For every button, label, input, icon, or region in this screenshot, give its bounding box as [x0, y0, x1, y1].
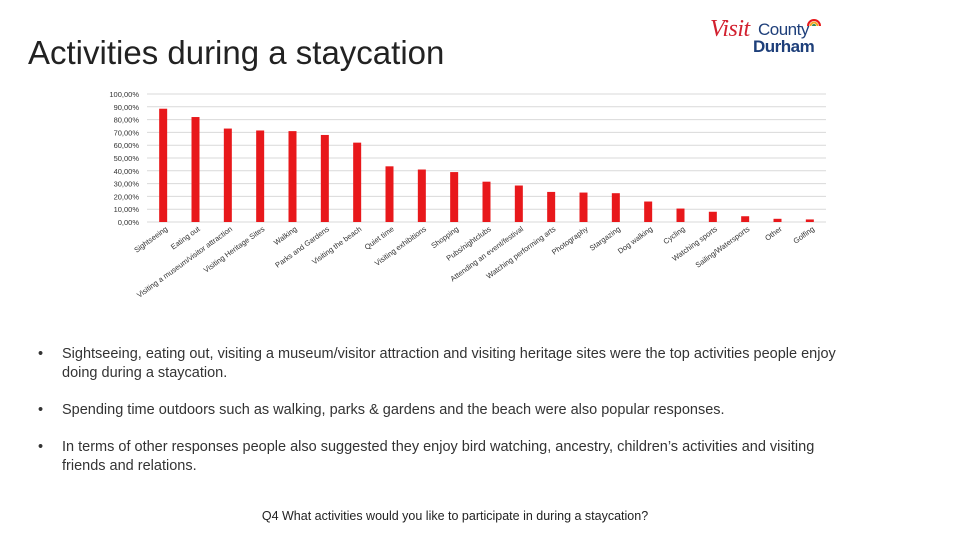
summary-bullets: Sightseeing, eating out, visiting a muse…: [38, 345, 838, 494]
bar: [320, 134, 329, 222]
x-tick-label: Sailing/Watersports: [694, 224, 752, 269]
bullet-outdoors: Spending time outdoors such as walking, …: [38, 401, 838, 420]
y-tick-label: 20,00%: [114, 192, 140, 201]
bar: [741, 216, 750, 222]
bar: [514, 185, 523, 222]
logo-county-text: County: [758, 20, 809, 39]
bar: [676, 208, 685, 222]
bar: [288, 131, 297, 222]
x-tick-label: Other: [763, 224, 784, 243]
activities-bar-chart: 0,00% 10,00% 20,00% 30,00% 40,00% 50,00% 60,00…: [109, 90, 826, 300]
x-tick-label: Golfing: [791, 224, 816, 245]
bar: [773, 218, 782, 222]
x-tick-label: Walking: [272, 224, 299, 247]
survey-question: Q4 What activities would you like to par…: [261, 509, 649, 523]
y-tick-label: 80,00%: [114, 116, 140, 125]
y-tick-label: 90,00%: [114, 103, 140, 112]
x-tick-label: Parks and Gardens: [273, 224, 331, 269]
y-tick-label: 30,00%: [114, 180, 140, 189]
bar: [159, 108, 168, 222]
y-tick-label: 100,00%: [109, 90, 139, 99]
y-tick-label: 50,00%: [114, 154, 140, 163]
logo-rainbow-icon: [807, 19, 821, 27]
y-tick-label: 60,00%: [114, 141, 140, 150]
x-tick-label: Visiting Heritage Sites: [202, 224, 267, 274]
chart-y-axis: 0,00% 10,00% 20,00% 30,00% 40,00% 50,00% 60,00…: [109, 90, 139, 227]
y-tick-label: 10,00%: [114, 205, 140, 214]
bar: [450, 172, 459, 222]
bar: [256, 130, 265, 222]
chart-bars: [159, 108, 814, 222]
bar: [417, 169, 426, 222]
bar: [547, 191, 556, 222]
y-tick-label: 0,00%: [118, 218, 140, 227]
bar: [482, 181, 491, 222]
x-tick-label: Cycling: [661, 224, 686, 246]
x-tick-label: Photography: [550, 224, 590, 256]
bar: [223, 128, 232, 222]
x-tick-label: Dog walking: [616, 224, 654, 255]
bar: [805, 219, 814, 222]
bar: [644, 201, 653, 222]
visit-county-durham-logo: Visit County Durham: [710, 14, 821, 58]
x-tick-label: Sightseeing: [132, 224, 169, 254]
bar: [353, 142, 362, 222]
logo-visit-text: Visit: [710, 16, 750, 42]
y-tick-label: 70,00%: [114, 128, 140, 137]
bullet-top-activities: Sightseeing, eating out, visiting a muse…: [38, 345, 838, 383]
bar: [385, 166, 394, 222]
bar: [191, 117, 200, 222]
bar: [611, 193, 620, 222]
bullet-other-responses: In terms of other responses people also …: [38, 438, 838, 476]
page-title: Activities during a staycation: [28, 34, 445, 71]
y-tick-label: 40,00%: [114, 167, 140, 176]
bar: [579, 192, 588, 222]
logo-durham-text: Durham: [753, 37, 815, 56]
bar: [708, 211, 717, 222]
